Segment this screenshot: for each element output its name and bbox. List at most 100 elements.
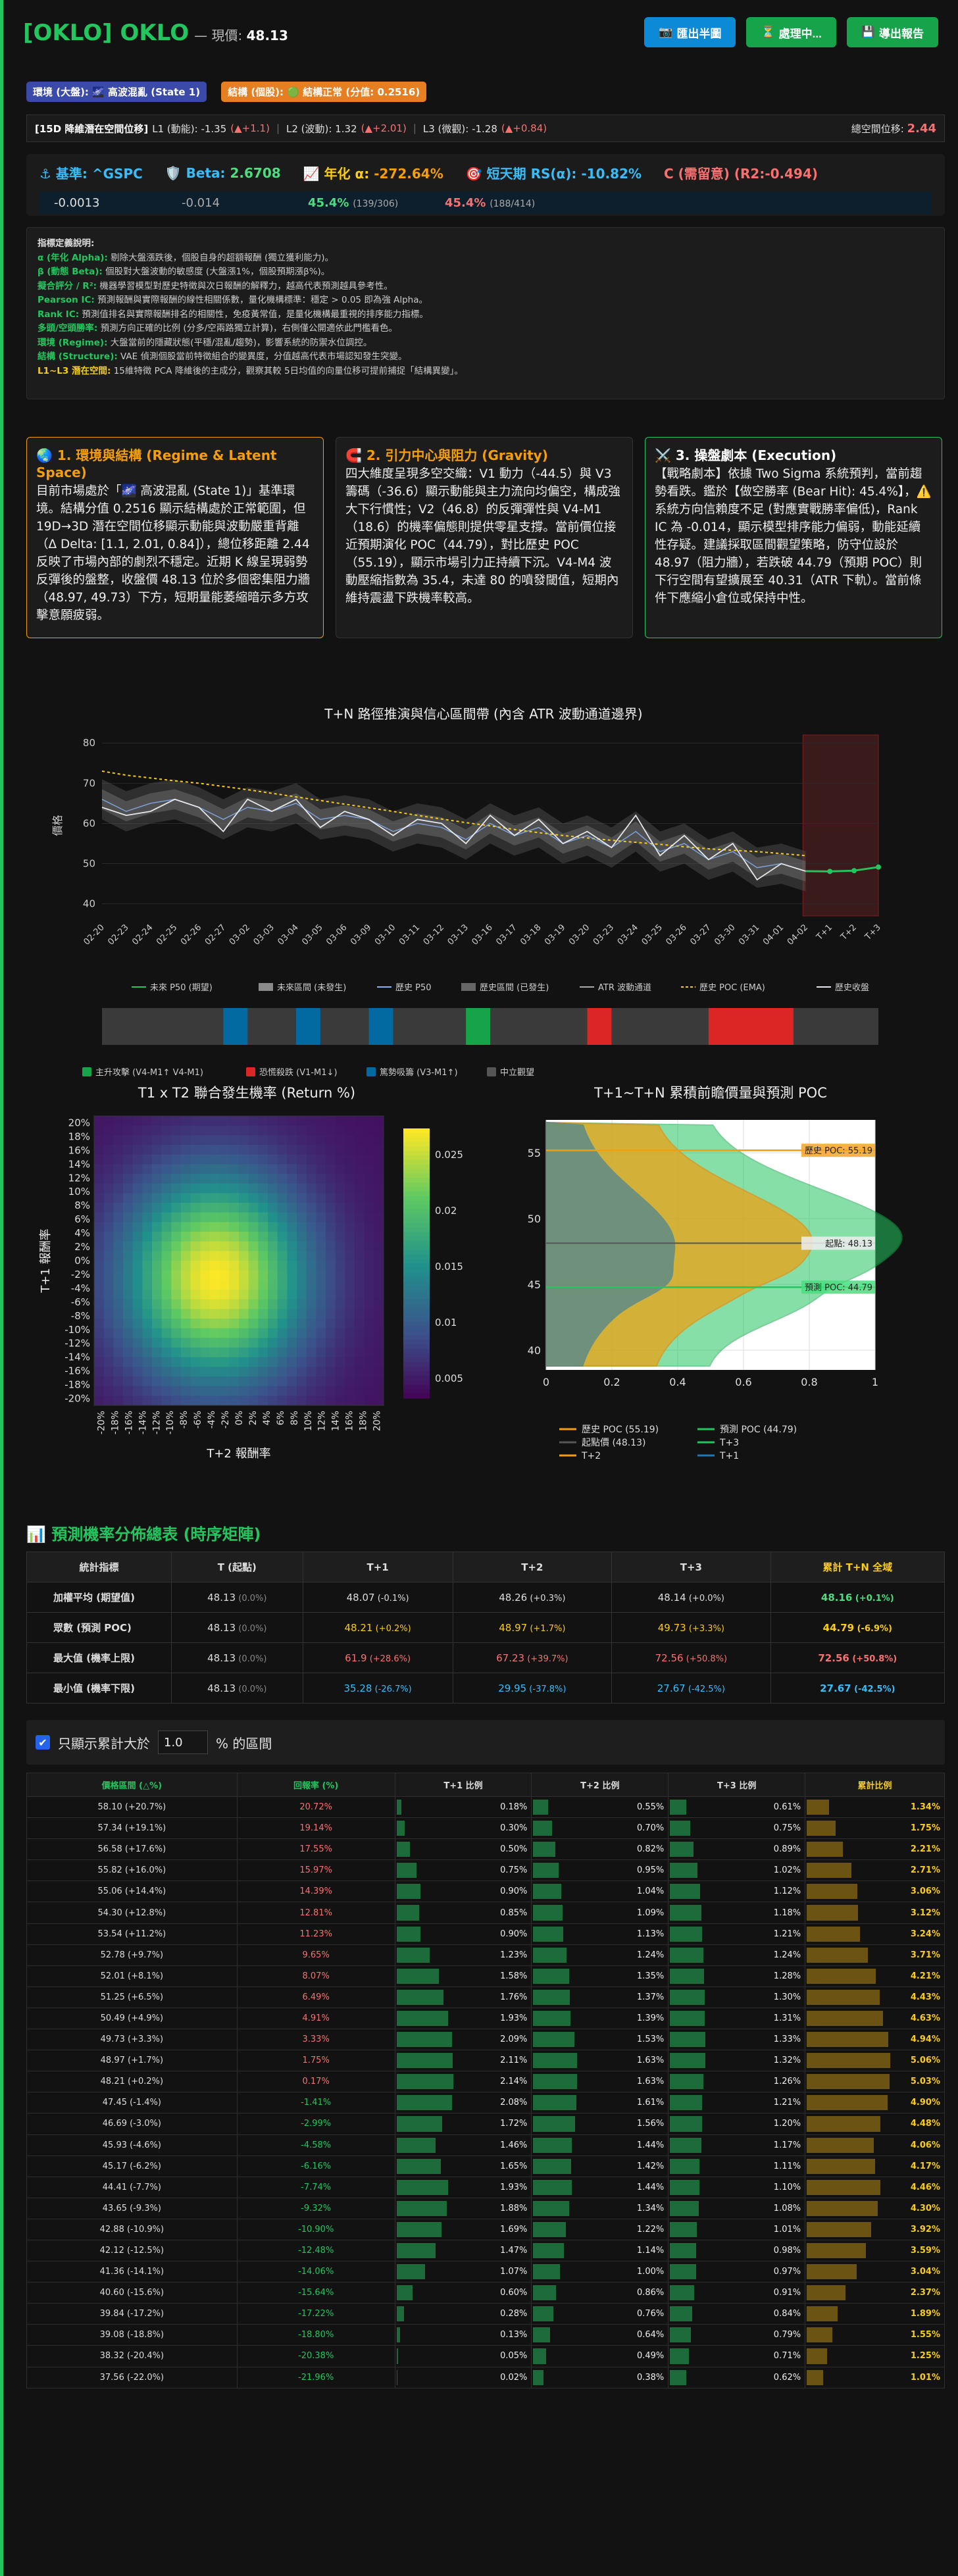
heatmap-cell bbox=[161, 1135, 172, 1146]
heatmap-cell bbox=[210, 1154, 220, 1165]
ratio-cell: 0.75% bbox=[668, 1817, 806, 1840]
heatmap-cell bbox=[229, 1376, 240, 1387]
ratio-cell: 1.00% bbox=[531, 2261, 669, 2283]
heatmap-cell bbox=[335, 1309, 345, 1319]
table-cell: 67.23 (+39.7%) bbox=[452, 1642, 613, 1673]
ratio-bar bbox=[670, 2095, 703, 2111]
y-tick: -2% bbox=[71, 1269, 90, 1280]
threshold-input[interactable]: 1.0 bbox=[158, 1730, 208, 1754]
heatmap-cell bbox=[113, 1251, 124, 1261]
cumulative-cell: 1.75% bbox=[805, 1817, 945, 1840]
heatmap-cell bbox=[132, 1280, 143, 1290]
heatmap-cell bbox=[316, 1183, 326, 1194]
ratio-cell: 2.08% bbox=[394, 2092, 532, 2114]
heatmap-cell bbox=[181, 1280, 191, 1290]
colorbar-cell bbox=[403, 1308, 430, 1313]
ratio-bar bbox=[533, 1947, 567, 1963]
heatmap-cell bbox=[123, 1241, 134, 1251]
heatmap-cell bbox=[171, 1222, 182, 1232]
heatmap-cell bbox=[355, 1376, 365, 1387]
heatmap-cell bbox=[335, 1116, 345, 1126]
heatmap-cell bbox=[355, 1261, 365, 1271]
heatmap-cell bbox=[181, 1174, 191, 1184]
export-image-button[interactable]: 📷 匯出半圖 bbox=[644, 17, 736, 47]
heatmap-cell bbox=[132, 1328, 143, 1338]
ratio-cell: 0.97% bbox=[668, 2261, 806, 2283]
heatmap-cell bbox=[248, 1338, 259, 1348]
regime-segment bbox=[368, 1008, 393, 1045]
heatmap-cell bbox=[364, 1232, 374, 1242]
regime-segment bbox=[708, 1008, 794, 1045]
ratio-bar bbox=[533, 1821, 552, 1836]
heatmap-cell bbox=[219, 1203, 230, 1213]
heatmap-cell bbox=[297, 1203, 307, 1213]
heatmap-cell bbox=[103, 1290, 114, 1300]
colorbar-cell bbox=[403, 1371, 430, 1376]
heatmap-cell bbox=[171, 1203, 182, 1213]
heatmap-cell bbox=[103, 1270, 114, 1280]
ratio-bar bbox=[396, 2221, 442, 2237]
ratio-cell: 2.09% bbox=[394, 2029, 532, 2051]
ratio-bar bbox=[533, 2200, 569, 2216]
regime-legend-swatch bbox=[487, 1067, 496, 1076]
heatmap-cell bbox=[335, 1164, 345, 1174]
return-cell: -18.80% bbox=[236, 2324, 395, 2346]
heatmap-cell bbox=[142, 1145, 153, 1155]
export-report-button[interactable]: 💾 導出報告 bbox=[846, 17, 938, 47]
heatmap-cell bbox=[306, 1193, 316, 1203]
heatmap-cell bbox=[355, 1357, 365, 1367]
colorbar-cell bbox=[403, 1240, 430, 1246]
colorbar-cell bbox=[403, 1155, 430, 1161]
heatmap-cell bbox=[229, 1270, 240, 1280]
heatmap-cell bbox=[306, 1299, 316, 1309]
heatmap-cell bbox=[113, 1328, 124, 1338]
heatmap-cell bbox=[123, 1174, 134, 1184]
heatmap-cell bbox=[152, 1241, 163, 1251]
heatmap-cell bbox=[287, 1183, 297, 1194]
table-row: 55.06 (+14.4%) 14.39% 0.90% 1.04% 1.12% 3.06% bbox=[26, 1881, 945, 1903]
legend-label: T+3 bbox=[719, 1438, 739, 1448]
x-tick: 03-13 bbox=[446, 922, 470, 947]
poc-line bbox=[101, 770, 806, 857]
colorbar-cell bbox=[403, 1245, 430, 1250]
heatmap-cell bbox=[306, 1212, 316, 1223]
heatmap-cell bbox=[239, 1261, 249, 1271]
heatmap-cell bbox=[335, 1241, 345, 1251]
note-line: Pearson IC: 預測報酬與實際報酬的線性相關係數，量化機構標準：穩定 >… bbox=[38, 295, 428, 305]
heatmap-cell bbox=[123, 1309, 134, 1319]
ratio-cell: 1.23% bbox=[394, 1944, 532, 1966]
ratio-bar bbox=[533, 1926, 564, 1942]
colorbar-cell bbox=[403, 1303, 430, 1309]
heatmap-cell bbox=[132, 1241, 143, 1251]
heatmap-cell bbox=[374, 1174, 384, 1184]
processing-button[interactable]: ⏳ 處理中... bbox=[746, 17, 836, 47]
heatmap-cell bbox=[297, 1232, 307, 1242]
heatmap-cell bbox=[132, 1319, 143, 1329]
pred-poc-label-bg bbox=[801, 1280, 875, 1294]
colorbar-cell bbox=[403, 1164, 430, 1169]
heatmap-cell bbox=[306, 1376, 316, 1387]
return-cell: -1.41% bbox=[236, 2092, 395, 2114]
note-line: 擬合評分 / R²: 機器學習模型對歷史特徵與次日報酬的解釋力，越高代表預測越具… bbox=[38, 280, 393, 291]
table-cell: 61.9 (+28.6%) bbox=[302, 1642, 453, 1673]
heatmap-cell bbox=[345, 1299, 355, 1309]
filter-checkbox[interactable]: ✔ bbox=[36, 1735, 50, 1750]
heatmap-cell bbox=[229, 1193, 240, 1203]
heatmap-cell bbox=[277, 1125, 288, 1136]
heatmap-cell bbox=[190, 1203, 201, 1213]
heatmap-cell bbox=[374, 1251, 384, 1261]
heatmap-cell bbox=[132, 1299, 143, 1309]
heatmap-cell bbox=[94, 1212, 105, 1223]
hist-poc-label-bg bbox=[801, 1144, 875, 1157]
heatmap-cell bbox=[123, 1203, 134, 1213]
heatmap-cell bbox=[161, 1232, 172, 1242]
heatmap-cell bbox=[239, 1299, 249, 1309]
x-tick: 16% bbox=[345, 1411, 355, 1431]
heatmap-cell bbox=[210, 1241, 220, 1251]
heatmap-cell bbox=[210, 1357, 220, 1367]
table-row: 52.01 (+8.1%) 8.07% 1.58% 1.35% 1.28% 4.21% bbox=[26, 1965, 945, 1987]
table-cell: 48.26 (+0.3%) bbox=[452, 1582, 613, 1613]
heatmap-cell bbox=[355, 1386, 365, 1396]
heatmap-cell bbox=[297, 1328, 307, 1338]
heatmap-cell bbox=[94, 1348, 105, 1358]
